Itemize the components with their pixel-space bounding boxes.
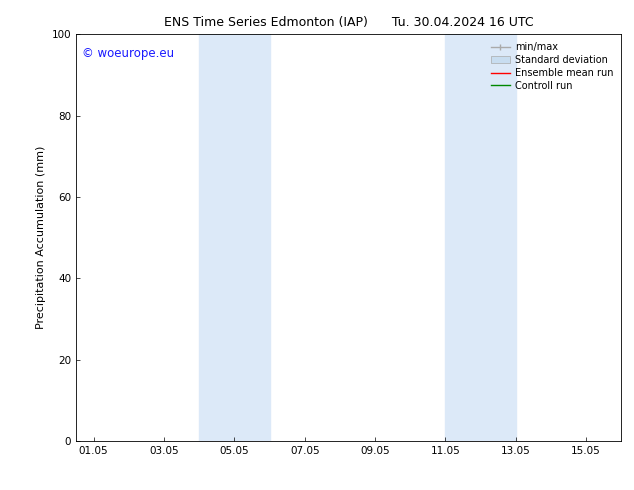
Legend: min/max, Standard deviation, Ensemble mean run, Controll run: min/max, Standard deviation, Ensemble me… — [488, 39, 616, 94]
Text: © woeurope.eu: © woeurope.eu — [82, 47, 174, 59]
Bar — [446, 34, 516, 441]
Title: ENS Time Series Edmonton (IAP)      Tu. 30.04.2024 16 UTC: ENS Time Series Edmonton (IAP) Tu. 30.04… — [164, 16, 534, 29]
Bar — [199, 34, 269, 441]
Y-axis label: Precipitation Accumulation (mm): Precipitation Accumulation (mm) — [36, 146, 46, 329]
